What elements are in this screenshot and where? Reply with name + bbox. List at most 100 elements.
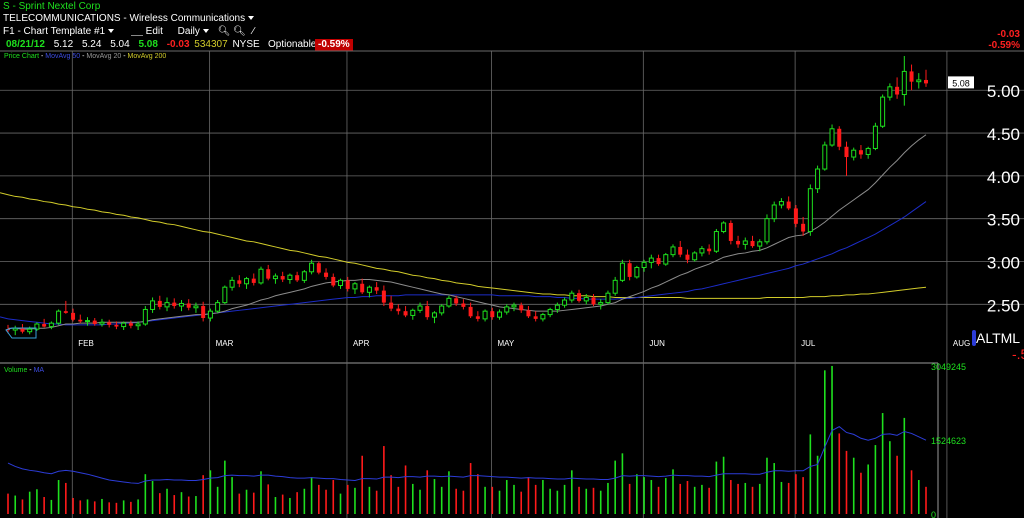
chevron-down-icon — [108, 29, 115, 34]
volume-bar — [795, 474, 797, 514]
candlesticks — [6, 55, 928, 336]
industry: Wireless Communications — [129, 13, 246, 24]
volume-bar — [824, 370, 826, 514]
draw-tool-icon[interactable]: ∕ — [252, 26, 255, 37]
legend-volume-ma: MA — [33, 367, 45, 374]
candle-body — [829, 128, 835, 146]
month-label: JUN — [649, 339, 665, 348]
volume-bar — [881, 413, 884, 514]
ma200-line-lead — [0, 192, 9, 196]
candle-body — [446, 297, 452, 307]
candle-body — [121, 322, 127, 328]
candle-body — [837, 128, 842, 147]
candle-body — [272, 275, 278, 280]
candle-body — [468, 306, 473, 317]
zoom-out-icon[interactable]: 🔍︎ — [233, 26, 246, 37]
grid-lines — [0, 50, 1024, 518]
candle-body — [591, 297, 596, 305]
candle-body — [627, 263, 632, 277]
volume-bar — [390, 475, 392, 514]
quote-date: 08/21/12 — [6, 39, 45, 50]
quote-change: -0.03 — [166, 39, 190, 50]
candle-body — [504, 306, 510, 313]
candle-body — [801, 223, 806, 232]
volume-bar — [303, 488, 306, 514]
volume-bar — [498, 490, 501, 514]
candle-body — [20, 328, 25, 332]
candle-body — [685, 254, 690, 260]
volume-tick-label: 3049245 — [931, 362, 966, 372]
volume-bar — [238, 493, 241, 514]
alt-label[interactable]: ALTML — [972, 330, 1020, 346]
volume-bar — [831, 365, 833, 514]
candle-body — [193, 305, 199, 309]
candle-body — [142, 308, 148, 325]
candle-body — [924, 79, 928, 84]
template-select[interactable]: F1 - Chart Template #1 — [3, 26, 115, 37]
legend-volume: Volume — [4, 367, 28, 374]
month-label: MAY — [498, 339, 515, 348]
edit-button[interactable]: Edit — [145, 26, 163, 37]
volume-bar — [643, 477, 645, 514]
candle-body — [56, 310, 62, 324]
volume-bar — [158, 493, 161, 514]
quote-exchange: NYSE — [232, 39, 260, 50]
sector-row[interactable]: TELECOMMUNICATIONS - Wireless Communicat… — [3, 13, 255, 25]
legend-price-chart: Price Chart — [4, 53, 40, 60]
volume-tick-label: 0 — [931, 510, 936, 518]
volume-bar — [910, 470, 913, 514]
candle-body — [909, 71, 914, 82]
candle-body — [865, 147, 871, 155]
volume-bar — [36, 489, 38, 514]
volume-bar — [903, 417, 906, 514]
volume-bar — [737, 483, 739, 514]
volume-bar — [708, 487, 710, 514]
candle-body — [880, 96, 886, 127]
candle-body — [215, 302, 221, 312]
zoom-in-icon[interactable]: 🔍︎ — [217, 26, 231, 37]
candle-body — [736, 240, 741, 245]
candle-body — [99, 321, 105, 325]
volume-bar — [542, 480, 544, 514]
volume-bar — [585, 488, 588, 514]
candle-body — [497, 311, 503, 318]
chevron-down-icon[interactable] — [248, 16, 255, 21]
volume-bar — [491, 486, 494, 514]
period-select[interactable]: Daily — [178, 26, 209, 37]
quote-low: 5.04 — [110, 39, 130, 50]
volume-bar — [28, 491, 31, 514]
candle-body — [403, 311, 408, 316]
volume-bar — [354, 487, 356, 514]
candle-body — [352, 283, 358, 290]
volume-bar — [867, 464, 869, 514]
candle-body — [728, 222, 733, 241]
symbol: S — [3, 1, 10, 12]
candle-body — [295, 275, 300, 281]
volume-bar — [419, 489, 421, 514]
volume-bar — [79, 500, 82, 514]
candle-body — [374, 287, 379, 291]
candle-body — [656, 258, 661, 265]
price-legend: Price Chart - MovAvg 50 - MovAvg 20 - Mo… — [4, 53, 167, 60]
candle-body — [692, 252, 698, 261]
volume-ma-line — [7, 426, 927, 484]
range-selector-icon — [5, 327, 37, 339]
legend-ma20: MovAvg 20 — [86, 53, 122, 60]
volume-bar — [7, 493, 9, 514]
candle-body — [345, 280, 350, 289]
volume-bar — [108, 502, 110, 514]
candle-body — [114, 324, 119, 327]
volume-bar — [433, 479, 436, 514]
bar-chart-icon[interactable] — [130, 27, 143, 36]
volume-bar — [628, 483, 631, 514]
volume-bar — [896, 455, 898, 514]
candle-body — [778, 201, 784, 206]
volume-bar — [310, 477, 313, 514]
candle-body — [157, 300, 162, 307]
volume-bars — [7, 365, 927, 514]
volume-bar — [404, 465, 407, 514]
volume-bar — [397, 486, 400, 514]
axis-labels: 2.50 3.00 3.50 4.00 4.50 5.00 FEB MAR APR MAY JUN J… — [5, 76, 1020, 518]
alt-marker-icon — [972, 330, 976, 346]
